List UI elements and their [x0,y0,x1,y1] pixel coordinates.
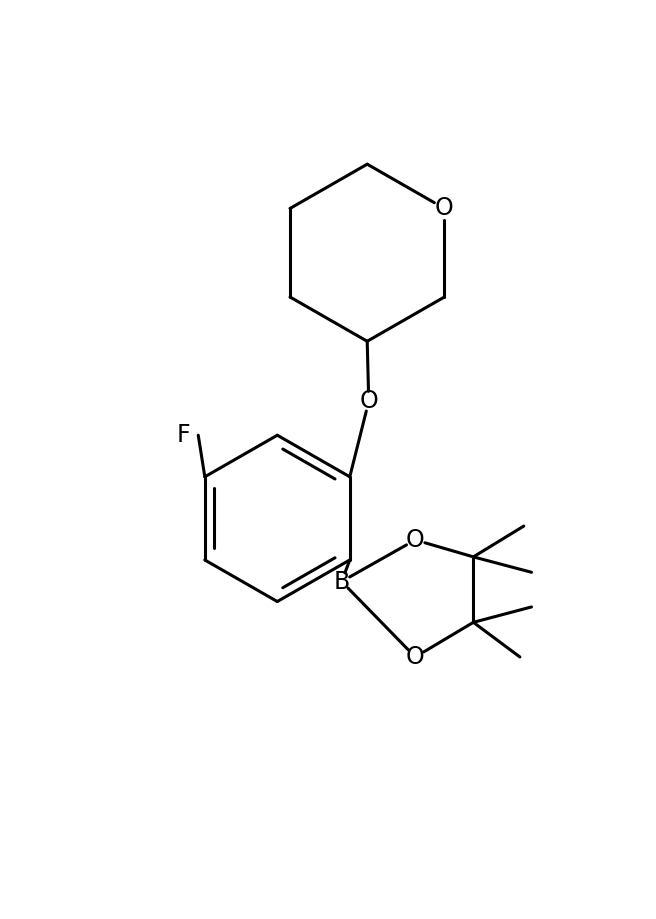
Text: O: O [435,197,454,221]
Text: B: B [333,570,350,594]
Text: O: O [406,645,424,669]
Text: F: F [177,424,190,448]
Text: O: O [406,528,424,552]
Text: O: O [359,390,378,414]
